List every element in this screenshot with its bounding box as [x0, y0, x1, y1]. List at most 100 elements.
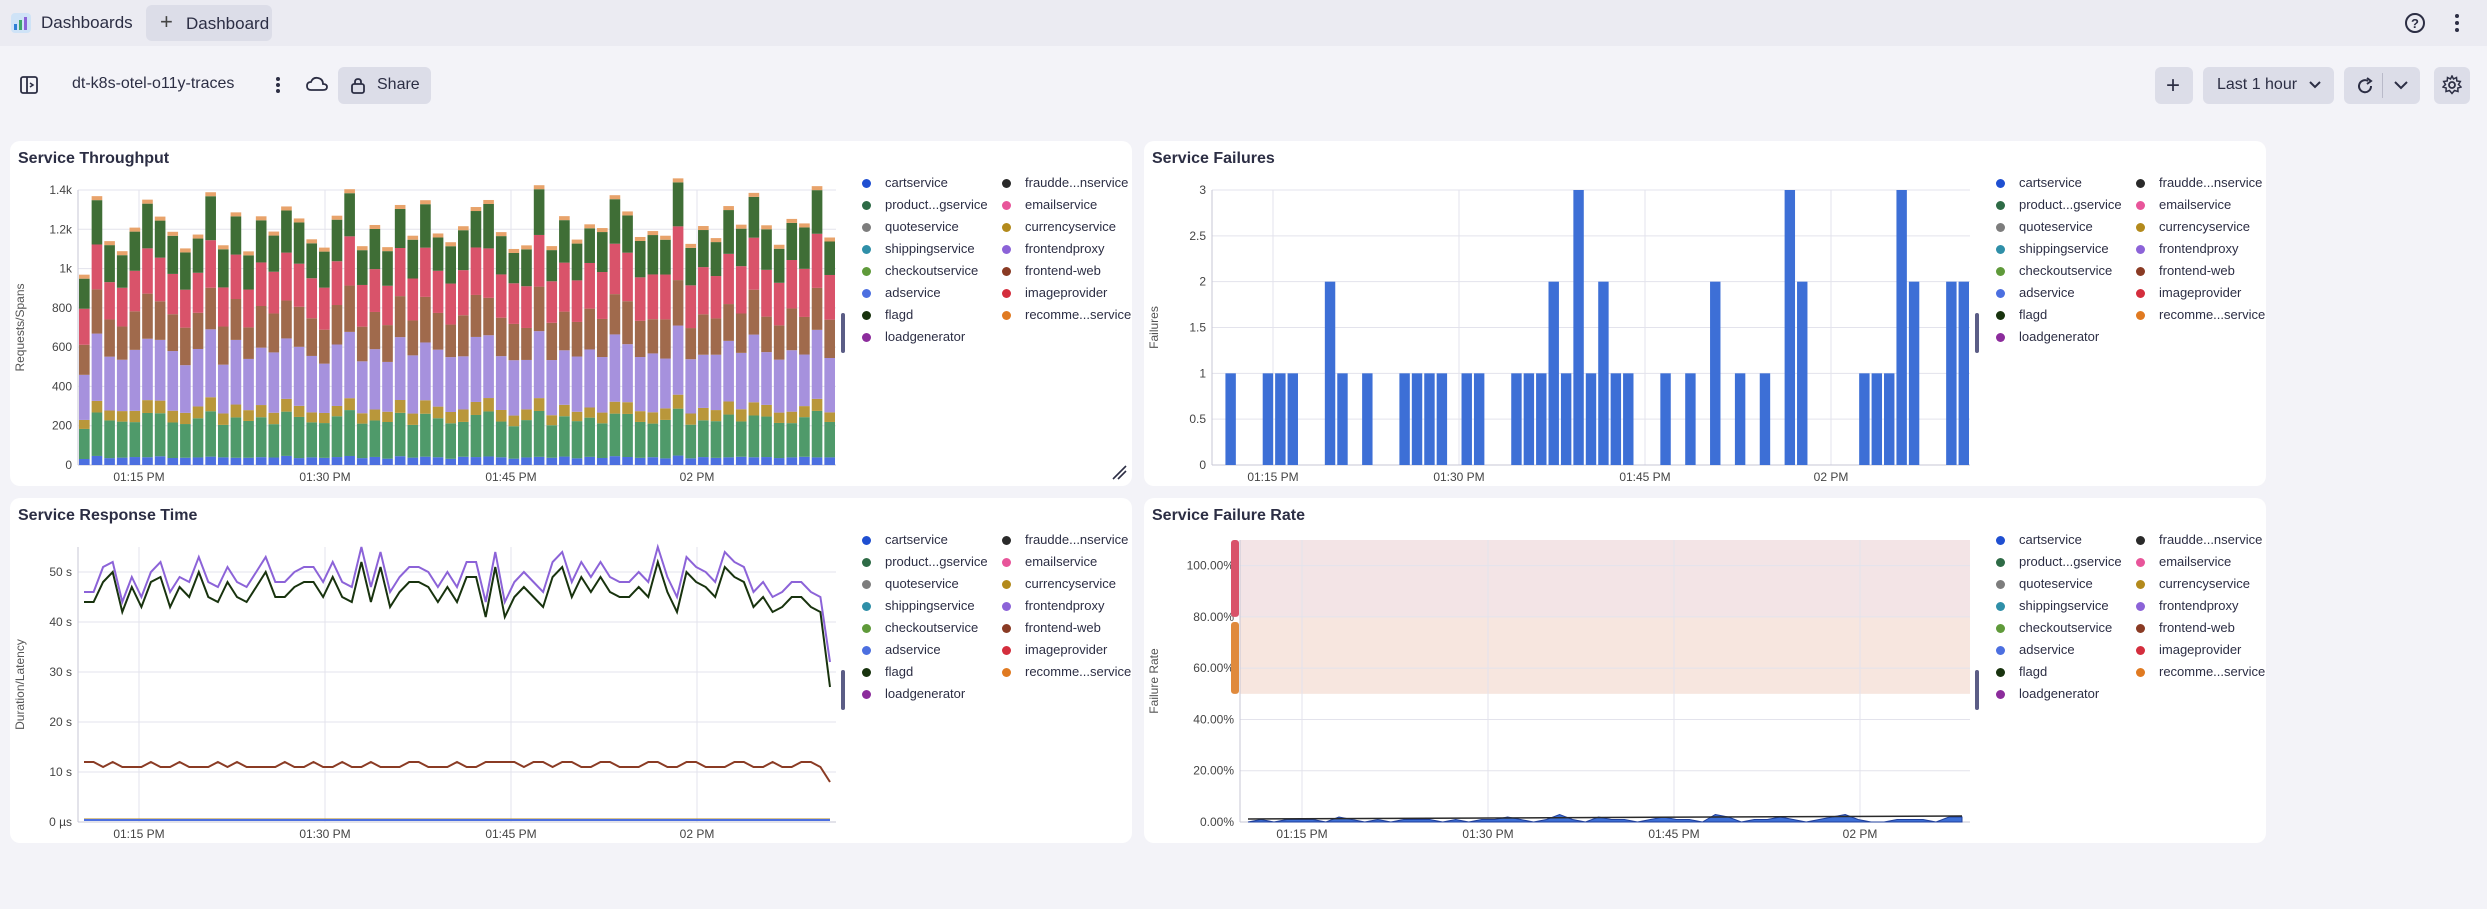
x-tick-label: 02 PM — [680, 827, 715, 841]
failure-rate-line — [1247, 815, 1963, 820]
throughput-bar-segment — [470, 414, 482, 458]
throughput-bar-segment — [319, 423, 330, 458]
legend-scroll-handle[interactable] — [841, 313, 845, 353]
throughput-bar-segment — [268, 271, 280, 314]
timeframe-label: Last 1 hour — [2217, 76, 2298, 93]
panel-service-throughput[interactable]: Service Throughput Requests/Spans 0 200 400… — [10, 141, 1132, 486]
throughput-bar-cap — [192, 234, 204, 239]
throughput-bar-cap — [495, 232, 507, 237]
throughput-chart[interactable]: Requests/Spans 0 200 400 600 800 1k 1.2k 1.4k 01:… — [10, 141, 850, 486]
panel-service-response-time[interactable]: Service Response Time Duration/Latency 0 … — [10, 498, 1132, 843]
legend-label: imageprovider — [1025, 285, 1108, 300]
throughput-bar-segment — [596, 357, 608, 413]
legend-scroll-handle[interactable] — [841, 670, 845, 710]
share-button[interactable]: Share — [338, 67, 431, 104]
legend-dot — [2136, 179, 2145, 188]
throughput-bar-segment — [748, 415, 760, 458]
throughput-bar-segment — [735, 421, 747, 457]
throughput-bar-segment — [407, 320, 419, 356]
cloud-sync-icon[interactable] — [305, 74, 329, 96]
throughput-bar-segment — [445, 357, 456, 412]
legend-dot — [2136, 646, 2145, 655]
app-name[interactable]: Dashboards — [41, 13, 133, 32]
failures-chart[interactable]: Failures 0 0.5 1 1.5 2 2.5 3 01:15 PM 01:30 PM 01:… — [1144, 141, 1984, 486]
throughput-bar-segment — [230, 216, 242, 255]
throughput-bar-segment — [205, 456, 216, 465]
throughput-bar-segment — [521, 409, 532, 421]
throughput-bar-segment — [799, 354, 810, 407]
throughput-bar-segment — [609, 199, 621, 244]
y-tick-label: 1k — [59, 262, 73, 276]
legend-dot — [862, 289, 871, 298]
throughput-bar-cap — [533, 185, 545, 190]
more-options-icon[interactable] — [2449, 10, 2465, 36]
chevron-down-icon[interactable] — [2393, 80, 2409, 91]
resize-handle-icon[interactable] — [1110, 463, 1128, 481]
timeframe-selector[interactable]: Last 1 hour — [2203, 67, 2334, 104]
throughput-bar-cap — [559, 216, 570, 221]
throughput-bar-segment — [458, 421, 469, 457]
throughput-bar-cap — [369, 224, 381, 229]
x-tick-label: 01:15 PM — [1276, 827, 1327, 841]
failure-bar — [1424, 373, 1435, 465]
refresh-icon[interactable] — [2355, 76, 2375, 96]
throughput-bar-segment — [559, 404, 570, 417]
dashboard-title[interactable]: dt-k8s-otel-o11y-traces — [72, 75, 235, 92]
throughput-bar-segment — [407, 424, 419, 458]
chevron-down-icon — [2309, 81, 2321, 89]
throughput-bar-segment — [609, 294, 621, 335]
throughput-bar-segment — [723, 304, 734, 341]
throughput-bar-segment — [167, 457, 179, 465]
throughput-bar-segment — [824, 319, 835, 359]
throughput-bar-segment — [521, 359, 532, 410]
legend-label: loadgenerator — [885, 329, 966, 344]
tab-dashboard[interactable]: + Dashboard — [146, 5, 272, 41]
throughput-bar-segment — [824, 421, 835, 458]
panel-service-failures[interactable]: Service Failures Failures 0 0.5 1 1.5 2 2.5 3 01… — [1144, 141, 2266, 486]
dashboard-menu-icon[interactable] — [271, 73, 285, 97]
throughput-bar-segment — [458, 409, 469, 422]
legend-label: frontendproxy — [1025, 241, 1105, 256]
throughput-bar-cap — [773, 244, 785, 249]
settings-button[interactable] — [2434, 67, 2470, 104]
throughput-bar-segment — [91, 200, 103, 245]
throughput-bar-segment — [116, 421, 128, 458]
throughput-bar-segment — [116, 457, 128, 465]
legend-dot — [1996, 201, 2005, 210]
throughput-bar-segment — [672, 408, 684, 456]
dashboards-app-icon[interactable] — [10, 12, 32, 34]
legend-scroll-handle[interactable] — [1975, 313, 1979, 353]
throughput-bar-segment — [129, 410, 141, 423]
x-tick-label: 01:30 PM — [1433, 470, 1484, 484]
throughput-bar-segment — [432, 457, 444, 465]
response-time-chart[interactable]: Duration/Latency 0 µs 10 s 20 s 30 s 40 s 50 s… — [10, 498, 850, 843]
legend-label: currencyservice — [2159, 219, 2251, 234]
legend-label: adservice — [2019, 642, 2075, 657]
legend-dot — [2136, 602, 2145, 611]
help-icon[interactable]: ? — [2403, 11, 2427, 35]
throughput-bar-segment — [786, 260, 798, 309]
y-tick-label: 20.00% — [1193, 764, 1234, 778]
throughput-bar-segment — [407, 355, 419, 414]
throughput-bar-segment — [584, 262, 595, 309]
throughput-bar-segment — [571, 356, 583, 412]
throughput-bar-segment — [508, 458, 520, 465]
throughput-bar-segment — [660, 319, 671, 359]
failure-rate-chart[interactable]: Failure Rate 0.00% 20.00% 40.00% 60.00% 80.00… — [1144, 498, 1984, 843]
legend-scroll-handle[interactable] — [1975, 670, 1979, 710]
sidebar-toggle-icon[interactable] — [19, 75, 39, 95]
throughput-bar-segment — [811, 233, 823, 288]
threshold-band — [1240, 540, 1970, 617]
throughput-bar-segment — [470, 294, 482, 337]
throughput-bar-segment — [634, 421, 646, 458]
add-tile-button[interactable]: + — [2155, 67, 2193, 104]
throughput-bar-segment — [167, 235, 179, 274]
throughput-bar-segment — [306, 412, 318, 423]
panel-service-failure-rate[interactable]: Service Failure Rate Failure Rate 0.00% 20… — [1144, 498, 2266, 843]
throughput-bar-segment — [104, 410, 115, 421]
throughput-bar-segment — [230, 339, 242, 405]
throughput-bar-segment — [205, 240, 216, 288]
refresh-button-group[interactable] — [2344, 67, 2420, 104]
throughput-bar-segment — [281, 338, 292, 399]
throughput-bar-cap — [104, 241, 115, 246]
